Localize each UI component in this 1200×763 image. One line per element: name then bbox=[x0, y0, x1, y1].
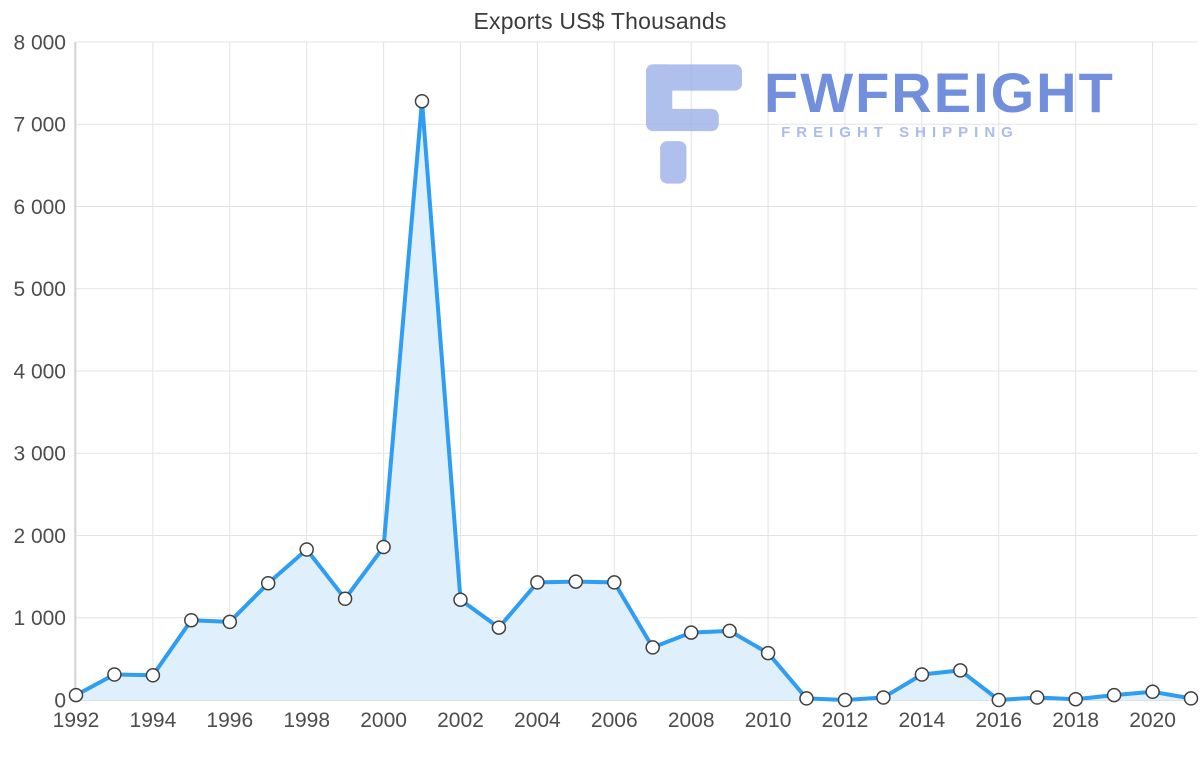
data-point bbox=[645, 640, 660, 655]
x-axis-label: 2014 bbox=[899, 709, 946, 732]
data-point bbox=[145, 668, 161, 683]
x-axis-label: 2000 bbox=[360, 709, 407, 732]
x-axis-label: 1996 bbox=[206, 709, 253, 732]
data-point bbox=[799, 691, 814, 706]
data-point bbox=[414, 93, 430, 109]
x-axis-label: 2020 bbox=[1129, 709, 1176, 732]
y-axis-label: 6 000 bbox=[13, 196, 66, 219]
x-axis-label: 2018 bbox=[1052, 709, 1099, 732]
data-point bbox=[607, 575, 622, 590]
data-point bbox=[1106, 687, 1122, 703]
x-axis-label: 1994 bbox=[130, 709, 177, 732]
data-point bbox=[568, 574, 584, 589]
x-axis-label: 2016 bbox=[975, 709, 1022, 732]
x-axis-label: 2002 bbox=[437, 709, 484, 732]
y-axis-labels: 0 1 000 2 000 3 000 4 000 5 000 6 000 7 000 8 00… bbox=[13, 31, 66, 712]
data-point bbox=[760, 645, 776, 661]
y-axis-label: 3 000 bbox=[13, 443, 66, 466]
x-axis-label: 1998 bbox=[283, 709, 330, 732]
y-axis-label: 5 000 bbox=[13, 278, 66, 301]
data-point bbox=[876, 690, 891, 705]
data-point bbox=[1029, 690, 1045, 705]
data-point bbox=[337, 591, 353, 607]
area-fill bbox=[76, 101, 1191, 700]
x-axis-label: 2012 bbox=[822, 709, 869, 732]
data-point bbox=[184, 612, 199, 628]
y-axis-label: 7 000 bbox=[13, 114, 66, 137]
data-point bbox=[991, 692, 1007, 708]
x-axis-labels: 1992 1994 1996 1998 2000 2002 2004 2006 2008 2010… bbox=[53, 709, 1176, 732]
data-point bbox=[837, 692, 853, 708]
gridlines bbox=[75, 41, 1197, 701]
data-point bbox=[491, 620, 507, 635]
y-axis-label: 2 000 bbox=[13, 525, 66, 548]
y-axis-label: 1 000 bbox=[13, 607, 66, 630]
x-axis-label: 2004 bbox=[514, 709, 561, 732]
data-point bbox=[1068, 691, 1083, 707]
data-point bbox=[722, 623, 737, 639]
x-axis-label: 1992 bbox=[53, 709, 100, 732]
data-point bbox=[376, 539, 391, 555]
line-series bbox=[74, 99, 1193, 702]
data-point bbox=[68, 687, 84, 703]
x-axis-label: 2006 bbox=[591, 709, 638, 732]
data-point bbox=[222, 614, 238, 630]
x-axis-label: 2010 bbox=[745, 709, 792, 732]
data-point bbox=[914, 667, 930, 682]
data-point bbox=[953, 663, 968, 678]
x-axis-label: 2008 bbox=[668, 709, 715, 732]
y-axis-label: 8 000 bbox=[13, 31, 66, 54]
data-point bbox=[1183, 691, 1199, 706]
y-axis-label: 0 bbox=[54, 689, 66, 712]
data-points bbox=[68, 93, 1199, 708]
data-point bbox=[299, 542, 314, 557]
chart-title: Exports US$ Thousands bbox=[473, 8, 727, 34]
data-point bbox=[530, 575, 545, 590]
y-axis-label: 4 000 bbox=[13, 360, 66, 383]
data-point bbox=[260, 575, 276, 591]
data-point bbox=[453, 592, 468, 607]
data-point bbox=[107, 667, 122, 682]
data-point bbox=[1145, 684, 1160, 700]
data-point bbox=[683, 625, 699, 640]
